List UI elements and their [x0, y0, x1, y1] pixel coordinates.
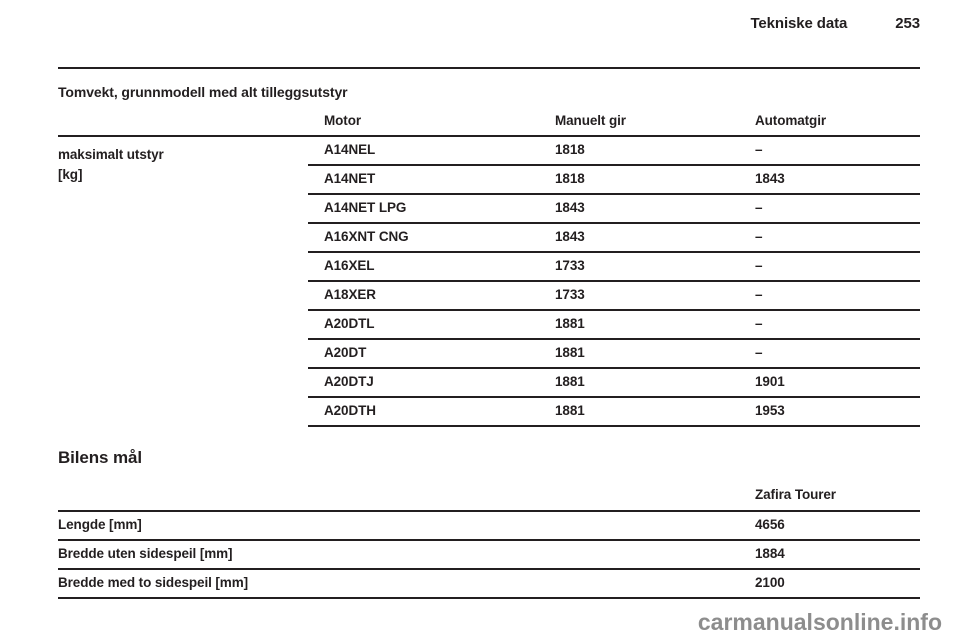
column-header-zafira-tourer: Zafira Tourer [755, 483, 920, 512]
automatic-gear-cell: – [739, 194, 920, 224]
automatic-gear-cell: – [739, 136, 920, 166]
table-row: A14NET 1818 1843 [58, 165, 920, 195]
stub-header-cell [58, 109, 308, 137]
automatic-gear-cell: – [739, 310, 920, 340]
automatic-gear-cell: – [739, 281, 920, 311]
automatic-gear-cell: 1901 [739, 368, 920, 398]
motor-cell: A14NEL [308, 136, 539, 166]
dimension-label-cell: Bredde uten sidespeil [mm] [58, 540, 755, 570]
weight-section-title: Tomvekt, grunnmodell med alt tilleggsuts… [58, 84, 348, 100]
manual-gear-cell: 1843 [539, 223, 739, 253]
page-header: Tekniske data 253 [58, 0, 920, 33]
column-header-motor: Motor [308, 109, 539, 137]
column-header-automatic-gear: Automatgir [739, 109, 920, 137]
header-rule [58, 67, 920, 69]
dimension-value-cell: 1884 [755, 540, 920, 570]
dimension-label-cell: Lengde [mm] [58, 511, 755, 541]
manual-gear-cell: 1843 [539, 194, 739, 224]
page-number: 253 [895, 15, 920, 32]
stub-label-line1: maksimalt utstyr [58, 147, 164, 162]
automatic-gear-cell: – [739, 252, 920, 282]
motor-cell: A20DT [308, 339, 539, 369]
dimensions-table-header-row: Zafira Tourer [58, 483, 920, 512]
manual-gear-cell: 1881 [539, 368, 739, 398]
motor-cell: A20DTL [308, 310, 539, 340]
manual-gear-cell: 1733 [539, 281, 739, 311]
automatic-gear-cell: 1953 [739, 397, 920, 427]
table-row: Bredde uten sidespeil [mm] 1884 [58, 540, 920, 570]
page-content: Tekniske data 253 Tomvekt, grunnmodell m… [58, 0, 920, 599]
dimensions-section-title: Bilens mål [58, 448, 143, 467]
dimension-value-cell: 2100 [755, 569, 920, 599]
table-row: A16XEL 1733 – [58, 252, 920, 282]
dimension-value-cell: 4656 [755, 511, 920, 541]
table-row: A20DTJ 1881 1901 [58, 368, 920, 398]
dimension-label-cell: Bredde med to sidespeil [mm] [58, 569, 755, 599]
motor-cell: A14NET LPG [308, 194, 539, 224]
manual-gear-cell: 1818 [539, 136, 739, 166]
manual-gear-cell: 1881 [539, 310, 739, 340]
weight-table: Motor Manuelt gir Automatgir maksimalt u… [58, 109, 920, 427]
table-row: maksimalt utstyr [kg] A14NEL 1818 – [58, 136, 920, 182]
table-row: A18XER 1733 – [58, 281, 920, 311]
page-title: Tekniske data [750, 15, 848, 32]
automatic-gear-cell: – [739, 339, 920, 369]
motor-cell: A20DTJ [308, 368, 539, 398]
dimensions-table: Zafira Tourer Lengde [mm] 4656 Bredde ut… [58, 483, 920, 599]
manual-gear-cell: 1881 [539, 339, 739, 369]
motor-cell: A20DTH [308, 397, 539, 427]
watermark: carmanualsonline.info [697, 609, 942, 635]
automatic-gear-cell: 1843 [739, 165, 920, 195]
motor-cell: A16XNT CNG [308, 223, 539, 253]
table-row: Lengde [mm] 4656 [58, 511, 920, 541]
manual-gear-cell: 1818 [539, 165, 739, 195]
table-row: A16XNT CNG 1843 – [58, 223, 920, 253]
weight-table-header-row: Motor Manuelt gir Automatgir [58, 109, 920, 137]
column-header-manual-gear: Manuelt gir [539, 109, 739, 137]
table-row: A14NET LPG 1843 – [58, 194, 920, 224]
motor-cell: A16XEL [308, 252, 539, 282]
automatic-gear-cell: – [739, 223, 920, 253]
table-row: A20DTH 1881 1953 [58, 397, 920, 427]
dimensions-stub-header-cell [58, 483, 755, 512]
table-row: Bredde med to sidespeil [mm] 2100 [58, 569, 920, 599]
table-row: A20DT 1881 – [58, 339, 920, 369]
motor-cell: A14NET [308, 165, 539, 195]
motor-cell: A18XER [308, 281, 539, 311]
stub-label-cell: maksimalt utstyr [kg] [58, 136, 308, 426]
manual-gear-cell: 1733 [539, 252, 739, 282]
manual-gear-cell: 1881 [539, 397, 739, 427]
stub-label-line2: [kg] [58, 167, 83, 182]
table-row: A20DTL 1881 – [58, 310, 920, 340]
